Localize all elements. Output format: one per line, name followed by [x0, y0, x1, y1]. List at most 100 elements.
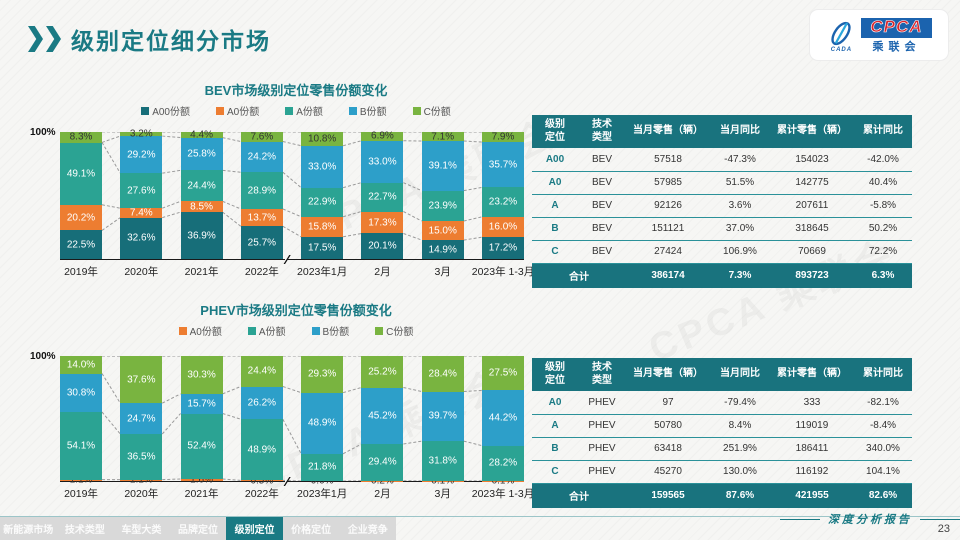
segment-label: 0.1%: [491, 475, 515, 487]
bar-segment: 23.9%: [421, 190, 464, 222]
segment-label: 4.4%: [190, 129, 213, 141]
column-header: 技术 类型: [578, 115, 626, 148]
segment-label: 30.3%: [187, 369, 216, 381]
chevron-right-icon: [28, 26, 61, 52]
cell-tech-type: BEV: [578, 148, 626, 172]
segment-label: 52.4%: [187, 440, 216, 452]
bar-segment: 22.7%: [361, 182, 404, 212]
segment-label: 33.0%: [307, 161, 337, 173]
cell-monthly-yoy: 8.4%: [710, 414, 770, 438]
legend-item: A00份额: [141, 103, 190, 118]
bar-segment: 25.2%: [361, 356, 404, 388]
legend-label: A0份额: [226, 107, 260, 118]
x-axis-label: 2019年: [64, 266, 98, 278]
cell-cumulative-sales: 893723: [770, 263, 854, 288]
cell-tech-type: BEV: [578, 240, 626, 264]
table-row: A00 BEV 57518 -47.3% 154023 -42.0%: [532, 148, 912, 172]
cell-monthly-yoy: 3.6%: [710, 194, 770, 218]
bar-segment: 24.4%: [240, 356, 283, 387]
legend-label: A00份额: [152, 107, 190, 118]
table-header: 级别 定位 技术 类型 当月零售（辆） 当月同比 累计零售（辆） 累计同比: [532, 115, 912, 148]
bar-segment: 24.4%: [180, 170, 223, 202]
cell-tech-type: PHEV: [578, 437, 626, 461]
bar-segment: 22.5%: [60, 230, 102, 259]
legend-label: C份额: [386, 327, 414, 338]
cell-cumulative-sales: 333: [770, 391, 854, 415]
legend-item: C份额: [412, 103, 451, 118]
table-row: A BEV 92126 3.6% 207611 -5.8%: [532, 194, 912, 218]
x-axis-label: 2月: [374, 266, 391, 278]
legend-swatch-icon: [311, 326, 320, 335]
legend-swatch-icon: [285, 106, 294, 115]
bar-segment: 29.2%: [120, 136, 163, 174]
bar-segment: 22.9%: [301, 187, 344, 217]
nav-tab-5[interactable]: 价格定位: [291, 525, 332, 536]
segment-label: 6.9%: [371, 130, 394, 142]
segment-label: 48.9%: [247, 444, 277, 456]
legend-swatch-icon: [348, 106, 357, 115]
x-axis-label: 2023年1月: [297, 488, 348, 500]
cell-level: A0: [532, 391, 578, 415]
legend-swatch-icon: [178, 326, 187, 335]
segment-label: 14.0%: [66, 359, 96, 371]
legend-swatch-icon: [141, 106, 150, 115]
plot-area: 22.5% 20.2% 49.1% 8.3% 32.6% 7.4% 27.6% 29.2% 3.…: [60, 129, 524, 266]
dash-line: [920, 518, 960, 520]
cell-monthly-sales: 151121: [626, 217, 710, 241]
nav-tab-2[interactable]: 车型大类: [121, 525, 162, 536]
cell-cumulative-yoy: 50.2%: [854, 217, 912, 241]
nav-tab-3[interactable]: 品牌定位: [178, 525, 219, 536]
segment-label: 39.1%: [428, 160, 457, 172]
bar-segment: 1.6%: [180, 475, 223, 486]
stacked-bar: 17.2% 16.0% 23.2% 35.7% 7.9%: [481, 132, 524, 259]
segment-label: 14.9%: [428, 244, 457, 256]
cell-level: C: [532, 240, 578, 264]
column-header: 当月同比: [710, 115, 770, 148]
column-header: 当月零售（辆）: [626, 115, 710, 148]
legend-label: B份额: [322, 327, 350, 338]
bar-segment: 48.9%: [301, 392, 344, 454]
cell-cumulative-yoy: -8.4%: [854, 414, 912, 438]
segment-label: 16.0%: [488, 221, 518, 233]
segment-label: 8.5%: [190, 201, 213, 213]
nav-tab-6[interactable]: 企业竞争: [347, 525, 388, 536]
segment-label: 23.9%: [428, 200, 457, 212]
nav-tab-0[interactable]: 新能源市场: [3, 525, 54, 536]
bar-segment: 26.2%: [240, 386, 283, 420]
cell-monthly-sales: 92126: [626, 194, 710, 218]
x-axis-label: 2020年: [124, 266, 159, 278]
bar-segment: 6.9%: [361, 130, 404, 142]
segment-label: 0.1%: [431, 475, 455, 487]
column-header: 累计同比: [854, 115, 912, 148]
segment-label: 45.2%: [368, 410, 397, 422]
cell-monthly-sales: 159565: [626, 483, 710, 508]
table-row: A0 PHEV 97 -79.4% 333 -82.1%: [532, 391, 912, 415]
bar-segment: 15.8%: [301, 216, 344, 237]
nav-tab-1[interactable]: 技术类型: [64, 525, 105, 536]
cada-label: CADA: [830, 46, 853, 53]
cell-cumulative-sales: 318645: [770, 217, 854, 241]
column-header: 当月零售（辆）: [626, 358, 710, 391]
bar-segment: 7.6%: [240, 131, 283, 142]
bar-segment: 1.1%: [60, 475, 102, 486]
column-header: 累计零售（辆）: [770, 115, 854, 148]
bar-segment: 7.1%: [421, 131, 464, 142]
x-axis-label: 2020年: [124, 488, 159, 500]
cell-monthly-yoy: 7.3%: [710, 263, 770, 288]
cell-monthly-sales: 45270: [626, 460, 710, 484]
segment-label: 13.7%: [247, 212, 277, 224]
y-axis-max-label: 100%: [30, 127, 56, 138]
bar-segment: 24.2%: [240, 141, 283, 173]
cell-total-label: 合计: [532, 483, 626, 508]
segment-label: 54.1%: [66, 440, 96, 452]
segment-label: 20.2%: [66, 212, 96, 224]
stacked-bar: 14.9% 15.0% 23.9% 39.1% 7.1%: [421, 131, 464, 259]
connector-lines: [101, 356, 483, 481]
cell-cumulative-yoy: 340.0%: [854, 437, 912, 461]
bar-segment: 23.2%: [481, 187, 524, 217]
nav-tab-4[interactable]: 级别定位: [226, 517, 283, 540]
stacked-bar: 0.1% 31.8% 39.7% 28.4%: [421, 356, 464, 486]
segment-label: 49.1%: [66, 168, 96, 180]
stacked-bar: 0.2% 29.4% 45.2% 25.2%: [361, 356, 404, 486]
bar-segment: 39.7%: [421, 391, 464, 442]
